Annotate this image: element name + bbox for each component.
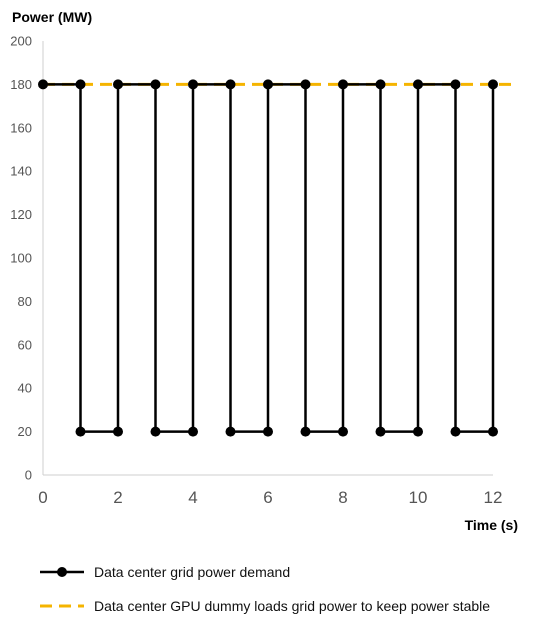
data-point: [225, 79, 236, 90]
data-point: [75, 426, 86, 437]
x-tick-label: 10: [409, 488, 428, 507]
x-tick-label: 6: [263, 488, 272, 507]
legend-marker-grid-demand: [57, 567, 67, 577]
x-tick-label: 0: [38, 488, 47, 507]
y-axis-label: Power (MW): [12, 9, 92, 25]
series-markers: [38, 79, 498, 437]
data-point: [413, 426, 423, 437]
data-point: [338, 79, 348, 90]
data-point: [150, 426, 161, 437]
data-point: [450, 79, 461, 90]
y-tick-label: 180: [10, 77, 32, 92]
y-tick-label: 80: [18, 294, 32, 309]
axes: [42, 41, 493, 476]
data-point: [188, 79, 198, 90]
legend-label: Data center grid power demand: [94, 564, 290, 580]
data-point: [188, 426, 198, 437]
legend: Data center grid power demand Data center…: [40, 564, 490, 614]
data-point: [75, 79, 86, 90]
data-point: [375, 426, 386, 437]
data-point: [150, 79, 161, 90]
x-ticks: 0 2 4 6 8 10 12: [38, 488, 502, 507]
data-point: [488, 426, 498, 437]
y-tick-label: 0: [25, 468, 32, 483]
x-tick-label: 4: [188, 488, 197, 507]
y-tick-label: 120: [10, 207, 32, 222]
y-tick-label: 140: [10, 164, 32, 179]
y-tick-label: 100: [10, 251, 32, 266]
data-point: [225, 426, 236, 437]
data-point: [450, 426, 461, 437]
data-point: [113, 426, 123, 437]
data-point: [338, 426, 348, 437]
data-point: [413, 79, 423, 90]
y-tick-label: 20: [18, 424, 32, 439]
data-point: [300, 426, 311, 437]
data-point: [263, 426, 273, 437]
data-point: [375, 79, 386, 90]
y-tick-label: 200: [10, 34, 32, 49]
y-tick-label: 40: [18, 381, 32, 396]
data-point: [263, 79, 273, 90]
series-line-grid-demand: [43, 83, 495, 433]
data-point: [113, 79, 123, 90]
legend-label: Data center GPU dummy loads grid power t…: [94, 598, 490, 614]
y-tick-label: 60: [18, 337, 32, 352]
data-point: [38, 79, 48, 90]
x-tick-label: 8: [338, 488, 347, 507]
x-tick-label: 2: [113, 488, 122, 507]
y-tick-label: 160: [10, 120, 32, 135]
series-lines: [43, 82, 512, 433]
x-tick-label: 12: [484, 488, 503, 507]
data-point: [488, 79, 498, 90]
x-axis-label: Time (s): [465, 517, 518, 533]
data-point: [300, 79, 311, 90]
y-ticks: 0 20 40 60 80 100 120 140 160 180 200: [10, 34, 32, 483]
